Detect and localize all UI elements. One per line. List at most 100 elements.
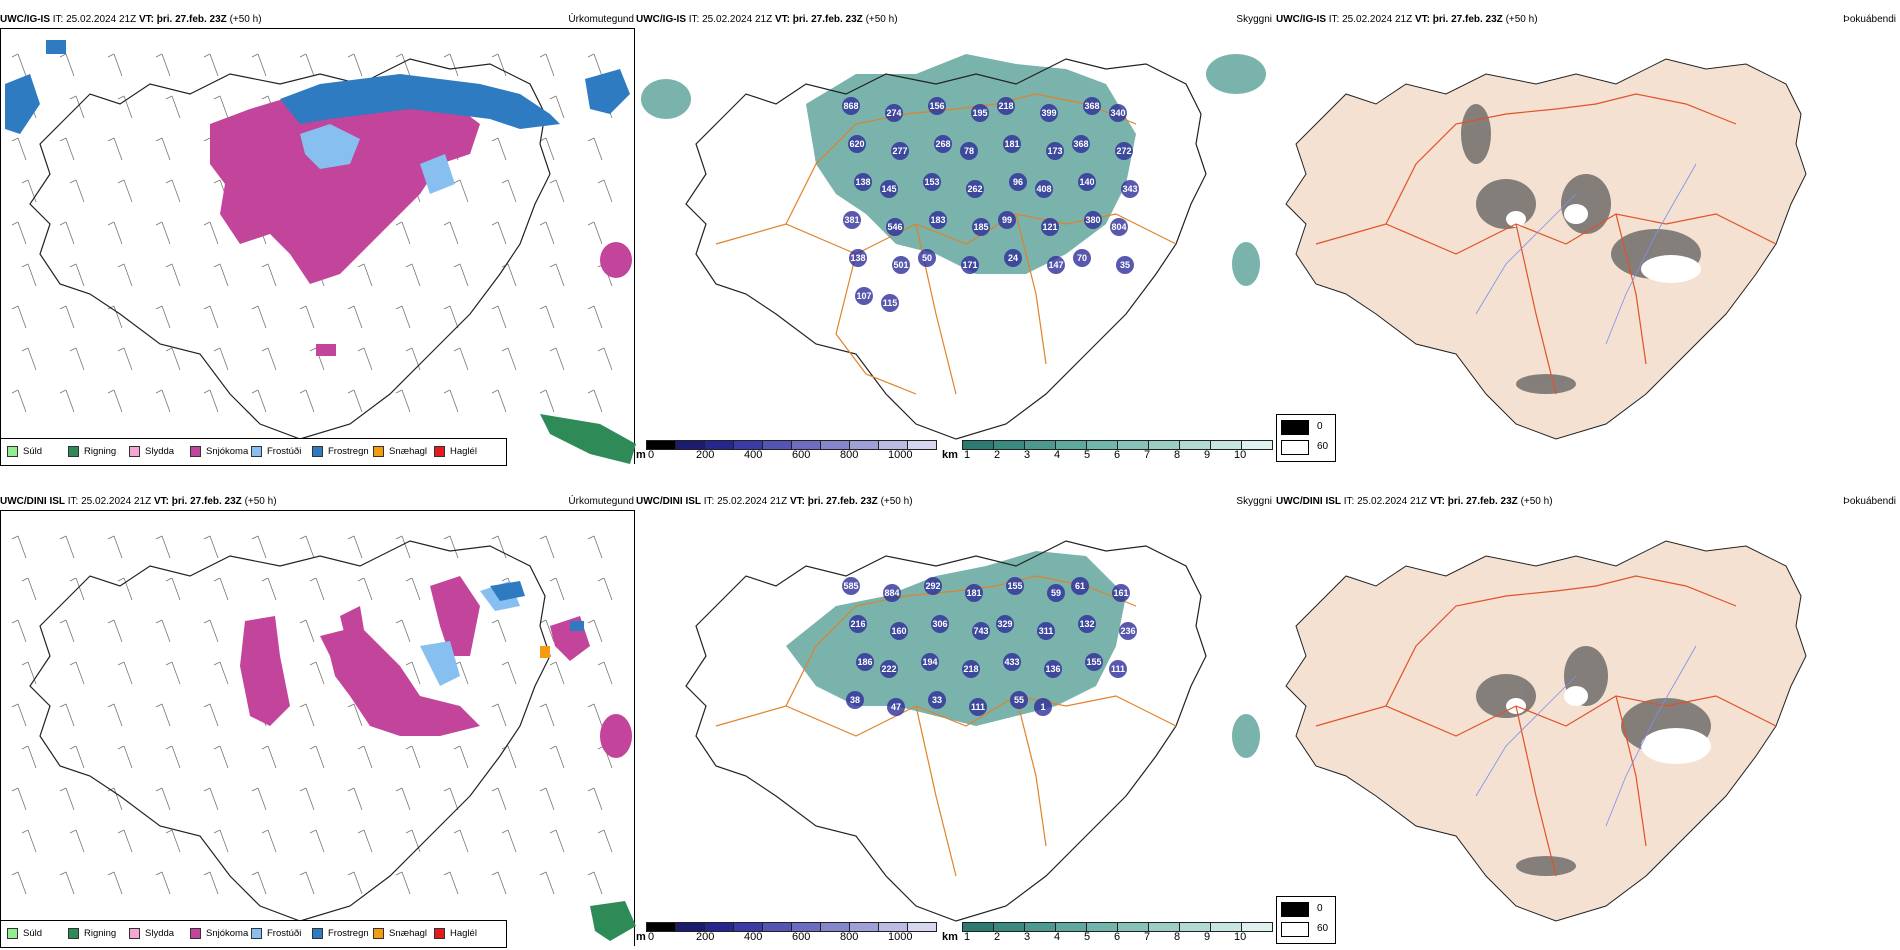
cloud-base-label: 138 [855, 177, 870, 187]
wind-barb [443, 53, 459, 77]
road-network [1315, 575, 1777, 877]
ptype-panel-row2: UWC/DINI ISL IT: 25.02.2024 21Z VT: þri.… [0, 496, 636, 948]
wind-barb [549, 95, 565, 119]
scale-tick-label: 1 [964, 931, 971, 943]
scale-step [1087, 922, 1118, 932]
wind-barb [299, 389, 315, 413]
wind-barb [405, 661, 421, 685]
scale-step [1118, 440, 1149, 450]
cloud-base-blob [849, 249, 867, 267]
cloud-base-label: 311 [1039, 626, 1054, 636]
wind-barb [203, 787, 219, 811]
scale-step [821, 922, 850, 932]
wind-barb [347, 389, 363, 413]
wind-barb [59, 389, 75, 413]
wind-barb [21, 179, 37, 203]
wind-barb [203, 703, 219, 727]
scale-tick-label: 6 [1114, 449, 1121, 461]
cloud-base-blob [881, 294, 899, 312]
wind-barb [395, 871, 411, 895]
wind-barb [405, 577, 421, 601]
legend-label: Súld [23, 928, 43, 939]
cloud-base-label: 186 [857, 657, 872, 667]
cloud-base-blob [887, 698, 905, 716]
wind-barb [549, 179, 565, 203]
wind-barb [69, 577, 85, 601]
wind-barb [395, 53, 411, 77]
cloud-base-label: 33 [932, 695, 942, 705]
wind-barb [357, 347, 373, 371]
wind-barb [213, 263, 229, 287]
cloud-base-blob [1073, 249, 1091, 267]
cloud-base-blob [934, 135, 952, 153]
wind-barb [69, 745, 85, 769]
scale-step [879, 922, 908, 932]
scale-step [908, 440, 937, 450]
cloud-base-label: 171 [962, 260, 977, 270]
cloud-map: 868 274 156 195 218 399 368 340 620 277 268 78 181 17… [641, 54, 1266, 440]
scale-tick-label: 8 [1174, 931, 1181, 943]
legend-label: Rigning [84, 928, 117, 939]
fog-swatch-0 [1281, 902, 1309, 917]
legend-swatch [68, 446, 79, 457]
fog-label-0: 0 [1317, 421, 1323, 432]
scale-step [1056, 440, 1087, 450]
wind-barb [117, 95, 133, 119]
cloud-base-blob [1035, 180, 1053, 198]
cloud-base-label: 107 [856, 291, 871, 301]
cloud-base-blob [1083, 97, 1101, 115]
panel-title: Skyggni [1236, 14, 1272, 25]
wind-barb [251, 535, 267, 559]
cloud-base-label: 70 [1077, 253, 1087, 263]
cloud-base-blob [969, 698, 987, 716]
wind-barb [155, 535, 171, 559]
wind-barb [213, 745, 229, 769]
cloud-base-blob [1116, 256, 1134, 274]
legend-item: Frostúði [251, 446, 301, 457]
scale-step [1180, 440, 1211, 450]
wind-barb [587, 137, 603, 161]
fog-panel-row2: UWC/DINI ISL IT: 25.02.2024 21Z VT: þri.… [1276, 496, 1900, 946]
cloud-base-label: 195 [972, 108, 987, 118]
panel-header: UWC/DINI ISL IT: 25.02.2024 21Z VT: þri.… [1276, 496, 1553, 507]
cloud-base-blob [960, 142, 978, 160]
cloud-base-scale [646, 440, 937, 450]
fog-swatch-60 [1281, 922, 1309, 937]
wind-barb [587, 703, 603, 727]
cloud-base-blob [928, 691, 946, 709]
road-network [715, 575, 1177, 877]
wind-barb [69, 661, 85, 685]
cloud-panel-row2: UWC/DINI ISL IT: 25.02.2024 21Z VT: þri.… [636, 496, 1276, 946]
road-network [1315, 93, 1777, 395]
cloud-base-label: 884 [884, 588, 899, 598]
cloud-base-label: 194 [922, 657, 937, 667]
wind-barb [347, 703, 363, 727]
cloud-base-unit: m [636, 449, 646, 461]
cloud-base-blob [1003, 135, 1021, 153]
cloud-base-blob [854, 173, 872, 191]
wind-barb [107, 871, 123, 895]
wind-barb [299, 53, 315, 77]
wind-barb [395, 787, 411, 811]
wind-barb [539, 389, 555, 413]
wind-barb [11, 871, 27, 895]
wind-barb [59, 535, 75, 559]
wind-barb [11, 787, 27, 811]
scale-step [1087, 440, 1118, 450]
cloud-base-blob [890, 622, 908, 640]
fog-label-60: 60 [1317, 923, 1329, 934]
cloud-base-label: 59 [1051, 588, 1061, 598]
wind-barb [261, 577, 277, 601]
cloud-base-label: 55 [1014, 695, 1024, 705]
cloud-base-label: 368 [1084, 101, 1099, 111]
cloud-base-label: 145 [881, 184, 896, 194]
wind-barb [549, 577, 565, 601]
wind-barb [491, 221, 507, 245]
legend-item: Frostregn [312, 928, 369, 939]
wind-barb [69, 95, 85, 119]
wind-barb [155, 787, 171, 811]
wind-barb [107, 703, 123, 727]
frostregn-area [490, 581, 584, 631]
cloud-base-blob [891, 142, 909, 160]
legend-item: Snæhagl [373, 928, 427, 939]
